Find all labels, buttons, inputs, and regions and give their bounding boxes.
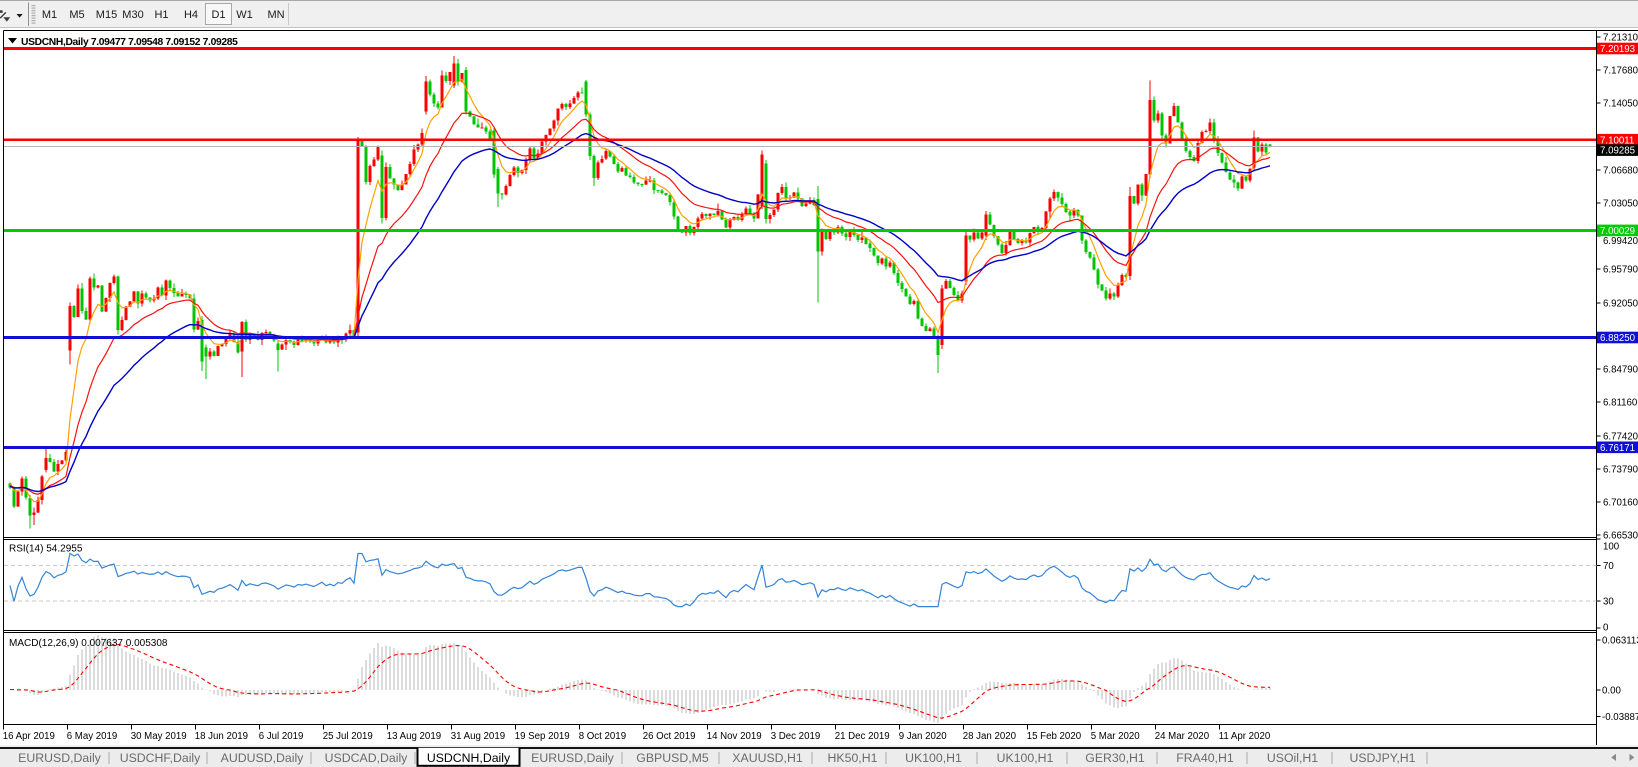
- svg-text:GBPUSD,M5: GBPUSD,M5: [636, 751, 709, 765]
- svg-text:6.92050: 6.92050: [1603, 298, 1638, 309]
- svg-text:USOil,H1: USOil,H1: [1267, 751, 1318, 765]
- svg-text:M30: M30: [122, 9, 143, 21]
- svg-text:8 Oct 2019: 8 Oct 2019: [579, 731, 626, 742]
- svg-text:-0.038872: -0.038872: [1602, 712, 1638, 723]
- svg-text:FRA40,H1: FRA40,H1: [1176, 751, 1234, 765]
- svg-text:28 Jan 2020: 28 Jan 2020: [963, 731, 1017, 742]
- svg-text:D1: D1: [211, 9, 225, 21]
- svg-text:6 Jul 2019: 6 Jul 2019: [259, 731, 304, 742]
- svg-text:7.17680: 7.17680: [1603, 65, 1638, 76]
- svg-text:11 Apr 2020: 11 Apr 2020: [1219, 731, 1271, 742]
- svg-text:100: 100: [1603, 541, 1620, 552]
- svg-text:26 Oct 2019: 26 Oct 2019: [643, 731, 696, 742]
- svg-text:30 May 2019: 30 May 2019: [131, 731, 187, 742]
- svg-text:5 Mar 2020: 5 Mar 2020: [1091, 731, 1141, 742]
- svg-text:6.70160: 6.70160: [1603, 497, 1638, 508]
- svg-text:16 Apr 2019: 16 Apr 2019: [3, 731, 55, 742]
- svg-text:0.00: 0.00: [1602, 685, 1621, 696]
- svg-text:AUDUSD,Daily: AUDUSD,Daily: [221, 751, 305, 765]
- svg-text:7.03050: 7.03050: [1603, 198, 1638, 209]
- svg-text:EURUSD,Daily: EURUSD,Daily: [531, 751, 615, 765]
- svg-text:31 Aug 2019: 31 Aug 2019: [451, 731, 505, 742]
- svg-text:6.73790: 6.73790: [1603, 464, 1638, 475]
- svg-text:6.77420: 6.77420: [1603, 431, 1638, 442]
- svg-text:USDJPY,H1: USDJPY,H1: [1349, 751, 1415, 765]
- svg-text:M15: M15: [96, 9, 117, 21]
- svg-text:70: 70: [1603, 561, 1614, 572]
- svg-text:MACD(12,26,9) 0.007637 0.00530: MACD(12,26,9) 0.007637 0.005308: [9, 638, 168, 649]
- svg-text:6.81160: 6.81160: [1603, 397, 1638, 408]
- svg-text:6.84790: 6.84790: [1603, 364, 1638, 375]
- svg-text:7.10011: 7.10011: [1600, 135, 1634, 146]
- svg-text:7.20193: 7.20193: [1600, 44, 1635, 55]
- svg-text:RSI(14) 54.2955: RSI(14) 54.2955: [9, 544, 83, 555]
- svg-text:XAUUSD,H1: XAUUSD,H1: [732, 751, 803, 765]
- svg-text:MN: MN: [267, 9, 284, 21]
- svg-text:6.66530: 6.66530: [1603, 530, 1638, 541]
- svg-text:14 Nov 2019: 14 Nov 2019: [707, 731, 762, 742]
- svg-text:6 May 2019: 6 May 2019: [67, 731, 118, 742]
- svg-text:7.09285: 7.09285: [1600, 146, 1635, 157]
- svg-text:UK100,H1: UK100,H1: [905, 751, 962, 765]
- svg-text:30: 30: [1603, 597, 1614, 608]
- svg-text:M5: M5: [69, 9, 84, 21]
- svg-text:USDCAD,Daily: USDCAD,Daily: [325, 751, 409, 765]
- svg-text:7.06680: 7.06680: [1603, 165, 1638, 176]
- svg-text:19 Sep 2019: 19 Sep 2019: [515, 731, 570, 742]
- svg-text:7.14050: 7.14050: [1603, 98, 1638, 109]
- svg-text:15 Feb 2020: 15 Feb 2020: [1027, 731, 1082, 742]
- svg-text:21 Dec 2019: 21 Dec 2019: [835, 731, 890, 742]
- svg-text:6.95790: 6.95790: [1603, 264, 1638, 275]
- svg-text:0: 0: [1603, 622, 1609, 633]
- svg-text:H1: H1: [154, 9, 168, 21]
- svg-text:7.00029: 7.00029: [1600, 226, 1635, 237]
- svg-text:GER30,H1: GER30,H1: [1085, 751, 1145, 765]
- svg-text:13 Aug 2019: 13 Aug 2019: [387, 731, 441, 742]
- svg-text:W1: W1: [236, 9, 253, 21]
- svg-text:0.063113: 0.063113: [1602, 635, 1638, 646]
- svg-text:3 Dec 2019: 3 Dec 2019: [771, 731, 821, 742]
- svg-text:9 Jan 2020: 9 Jan 2020: [899, 731, 948, 742]
- svg-text:USDCNH,Daily: USDCNH,Daily: [427, 751, 511, 765]
- svg-text:18 Jun 2019: 18 Jun 2019: [195, 731, 248, 742]
- svg-text:EURUSD,Daily: EURUSD,Daily: [18, 751, 102, 765]
- svg-text:7.21310: 7.21310: [1603, 32, 1638, 43]
- svg-text:25 Jul 2019: 25 Jul 2019: [323, 731, 373, 742]
- svg-text:HK50,H1: HK50,H1: [828, 751, 878, 765]
- svg-text:H4: H4: [184, 9, 198, 21]
- svg-text:24 Mar 2020: 24 Mar 2020: [1155, 731, 1210, 742]
- svg-text:M1: M1: [42, 9, 57, 21]
- svg-text:USDCHF,Daily: USDCHF,Daily: [120, 751, 201, 765]
- svg-text:6.88250: 6.88250: [1600, 333, 1636, 344]
- svg-text:USDCNH,Daily 7.09477 7.09548: USDCNH,Daily 7.09477 7.09548 7.09152 7.0…: [21, 37, 238, 48]
- svg-text:6.76171: 6.76171: [1600, 443, 1635, 454]
- svg-text:UK100,H1: UK100,H1: [997, 751, 1054, 765]
- svg-text:6.99420: 6.99420: [1603, 236, 1638, 247]
